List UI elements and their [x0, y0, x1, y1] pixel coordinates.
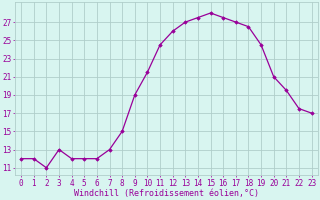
X-axis label: Windchill (Refroidissement éolien,°C): Windchill (Refroidissement éolien,°C): [74, 189, 259, 198]
